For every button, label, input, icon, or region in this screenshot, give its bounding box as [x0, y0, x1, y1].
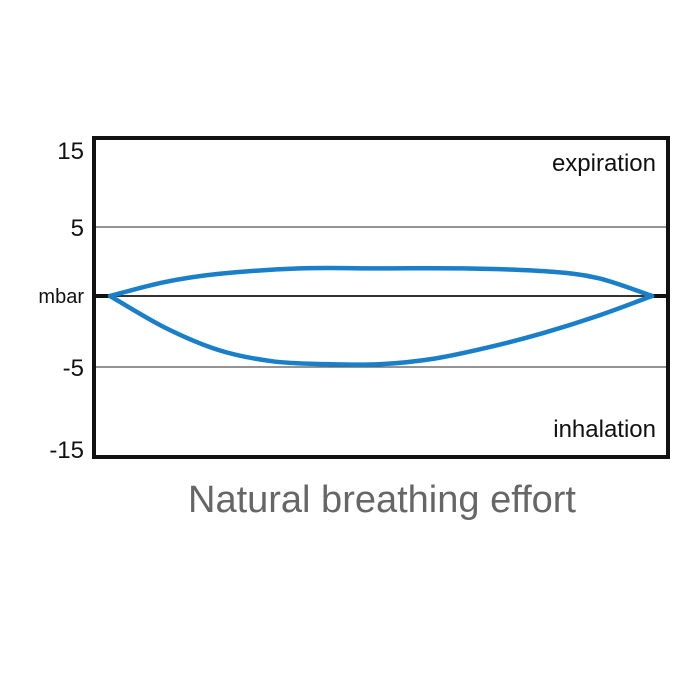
ytick-label: -5 — [63, 355, 84, 382]
inhalation-curve — [107, 293, 655, 367]
inhalation-label: inhalation — [553, 416, 656, 443]
plot-frame — [92, 136, 670, 459]
ytick-label: -15 — [49, 437, 84, 464]
expiration-curve — [107, 265, 655, 299]
ytick-label: 15 — [57, 138, 84, 165]
ytick-label: 5 — [71, 215, 84, 242]
expiration-label: expiration — [552, 150, 656, 177]
chart-title: Natural breathing effort — [188, 479, 576, 521]
y-axis-label: mbar — [38, 286, 84, 308]
